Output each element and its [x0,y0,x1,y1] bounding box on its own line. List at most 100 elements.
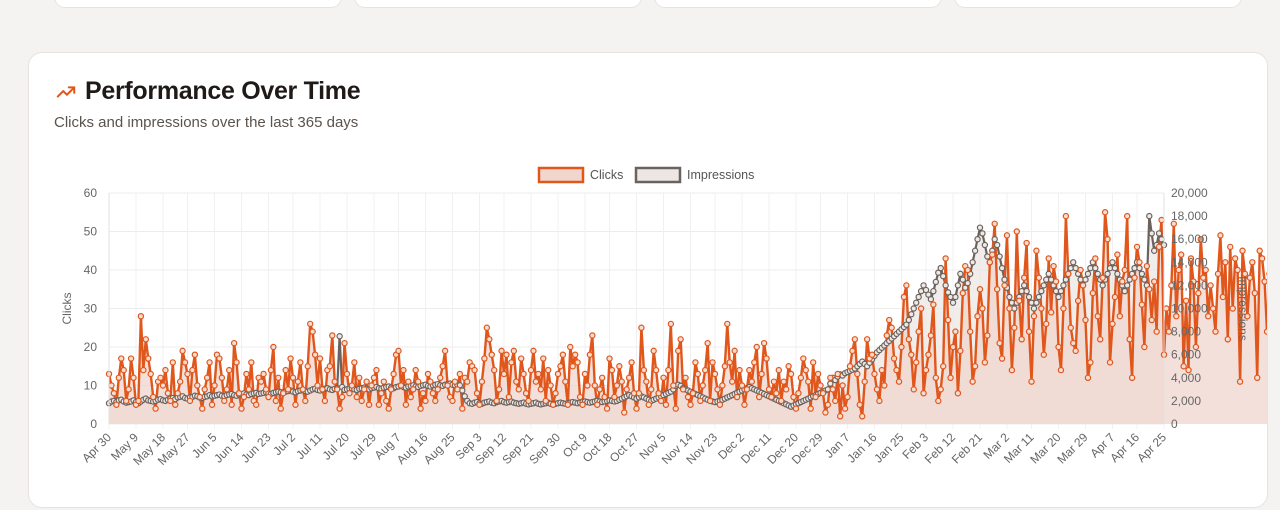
impressions-point [1025,293,1033,301]
clicks-point [640,366,648,374]
clicks-point [137,313,145,320]
clicks-point [939,363,947,370]
clicks-point [1219,293,1227,301]
clicks-point [1060,305,1067,312]
clicks-point [302,397,309,405]
impressions-point [1141,276,1148,283]
clicks-point [113,401,120,408]
clicks-point [1008,366,1016,374]
clicks-point [294,378,302,385]
clicks-point [1263,328,1267,335]
clicks-point [959,289,967,297]
clicks-point [483,324,491,331]
clicks-point [1239,247,1246,254]
clicks-point [257,378,265,385]
clicks-point [135,397,142,405]
clicks-point [859,413,866,420]
clicks-point [927,332,935,339]
clicks-point [1018,336,1025,343]
clicks-point [942,255,949,262]
y-left-tick-label: 30 [84,302,98,316]
clicks-point [1072,347,1079,355]
clicks-point [513,378,520,385]
clicks-point [439,363,446,370]
clicks-point [974,313,981,320]
impressions-point [942,282,949,289]
clicks-point [684,393,692,401]
clicks-point [544,366,552,374]
clicks-point [809,359,817,366]
impressions-point [1020,282,1028,289]
clicks-point [1109,320,1116,328]
clicks-point [464,378,471,385]
clicks-point [498,347,505,355]
clicks-point [817,382,824,389]
clicks-point [648,386,655,393]
y-left-tick-label: 40 [84,263,98,277]
clicks-point [1047,309,1055,316]
clicks-point [584,382,591,389]
impressions-point [959,276,967,283]
impressions-point [1035,293,1043,301]
clicks-point [537,386,545,393]
clicks-point [873,386,881,393]
clicks-point [1028,378,1035,385]
clicks-point [230,339,238,347]
clicks-point [427,378,434,385]
clicks-point [157,374,164,381]
impressions-point [1094,270,1101,278]
clicks-point [591,382,598,389]
clicks-point [984,332,991,339]
clicks-point [564,401,572,408]
clicks-point [338,393,346,401]
y-right-tick-label: 0 [1171,417,1178,431]
clicks-point [778,397,785,405]
clicks-point [542,397,549,405]
impressions-point [1099,282,1106,289]
impressions-point [1148,230,1155,237]
clicks-point [662,401,670,408]
clicks-point [1133,243,1141,251]
clicks-point [792,405,800,412]
clicks-point [373,366,380,374]
clicks-point [687,401,694,408]
clicks-point [540,355,547,362]
clicks-point [969,378,976,385]
clicks-point [704,339,711,347]
clicks-point [145,355,152,362]
clicks-point [846,363,854,370]
clicks-point [422,397,429,405]
impressions-point [964,279,971,287]
clicks-point [1249,259,1256,266]
clicks-point [319,386,326,393]
clicks-point [208,401,216,408]
clicks-point [836,413,844,420]
clicks-point [1030,313,1038,320]
clicks-point [527,366,535,374]
clicks-point [1150,278,1158,285]
clicks-point [596,386,603,393]
clicks-point [937,386,944,393]
clicks-point [218,374,226,381]
clicks-point [755,393,763,401]
legend-swatch [634,166,682,184]
clicks-point [1097,336,1104,343]
clicks-point [957,347,964,355]
impressions-point [1001,276,1008,283]
clicks-point [216,355,223,362]
clicks-point [1246,274,1254,281]
clicks-point [652,366,660,374]
clicks-point [736,366,743,374]
clicks-point [292,401,299,408]
clicks-point [414,378,422,385]
clicks-point [1020,274,1028,281]
clicks-point [1074,297,1082,304]
clicks-point [336,405,343,412]
page-title: Performance Over Time [85,77,361,105]
clicks-point [952,328,959,335]
clicks-point [1126,336,1133,343]
clicks-point [221,397,228,405]
clicks-point [751,359,758,366]
clicks-point [1241,270,1249,278]
performance-chart: 0 10 20 30 40 50 60 0 2,000 4,000 6,000 8,000 10,000… [60,166,1267,468]
